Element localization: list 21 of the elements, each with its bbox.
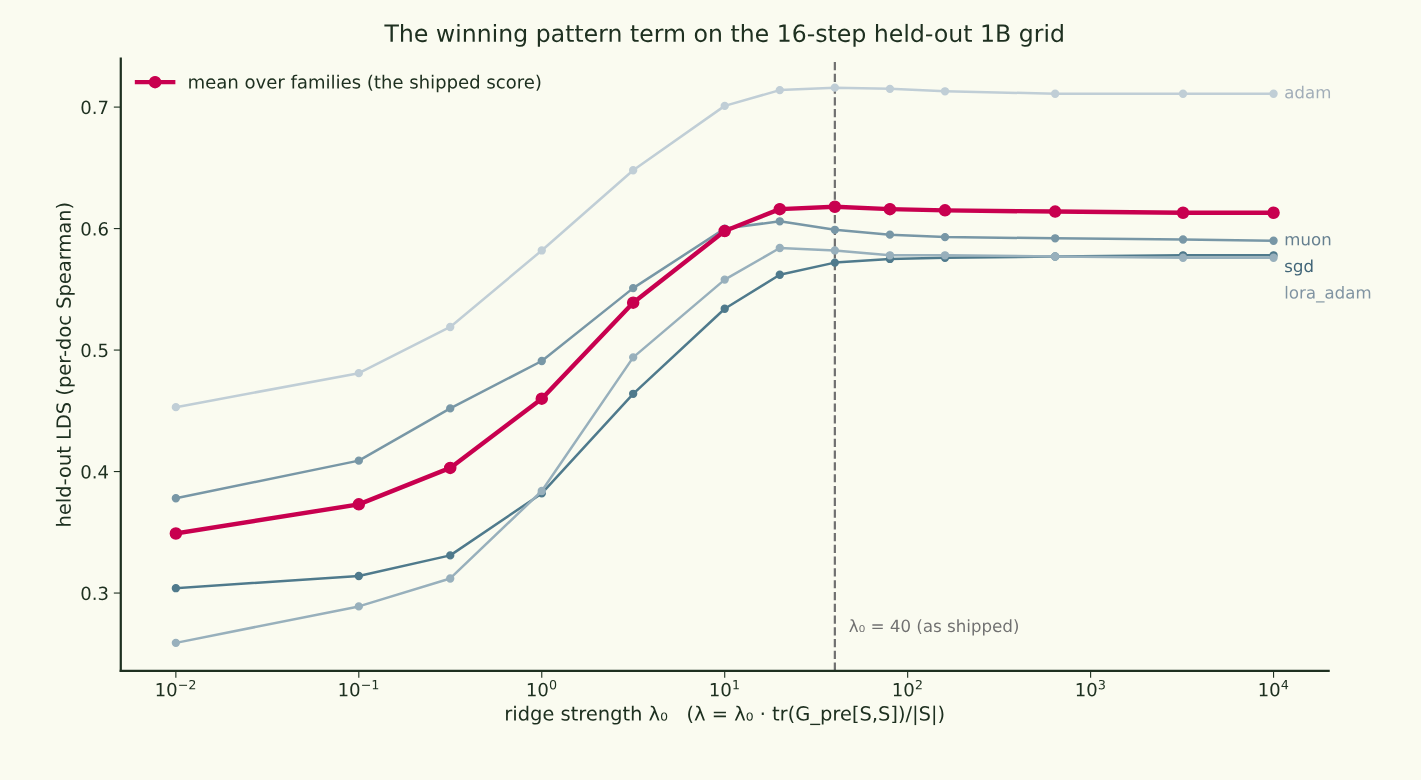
legend-label: mean over families (the shipped score) bbox=[189, 74, 541, 93]
ref-line-label: λ₀ = 40 (as shipped) bbox=[849, 619, 1018, 636]
x-tick-label: 10$^{−2}$ bbox=[156, 679, 196, 697]
x-tick-label: 10$^{3}$ bbox=[1076, 679, 1105, 697]
x-axis-title: ridge strength λ₀ (λ = λ₀ · tr(G_pre[S,S])/|S|) bbox=[506, 705, 944, 726]
series-label: muon bbox=[1285, 236, 1331, 246]
y-tick-label: 0.7 bbox=[81, 100, 108, 115]
y-tick-label: 0.4 bbox=[81, 465, 108, 479]
x-tick-label: 10$^{0}$ bbox=[527, 679, 557, 697]
y-axis-title: held-out LDS (per-doc Spearman) bbox=[55, 203, 75, 526]
series-label: lora_adam bbox=[1285, 285, 1371, 303]
x-tick-label: 10$^{−1}$ bbox=[339, 680, 379, 697]
y-tick-label: 0.5 bbox=[81, 343, 108, 358]
y-tick-label: 0.6 bbox=[81, 222, 108, 236]
series-label: sgd bbox=[1285, 259, 1313, 276]
x-tick-label: 10$^{2}$ bbox=[893, 679, 922, 697]
series-label: adam bbox=[1285, 85, 1331, 99]
x-tick-label: 10$^{4}$ bbox=[1259, 680, 1289, 697]
x-tick-label: 10$^{1}$ bbox=[710, 680, 739, 697]
y-tick-label: 0.3 bbox=[81, 586, 108, 601]
chart-title: The winning pattern term on the 16-step held-out 1B grid bbox=[384, 23, 1063, 47]
